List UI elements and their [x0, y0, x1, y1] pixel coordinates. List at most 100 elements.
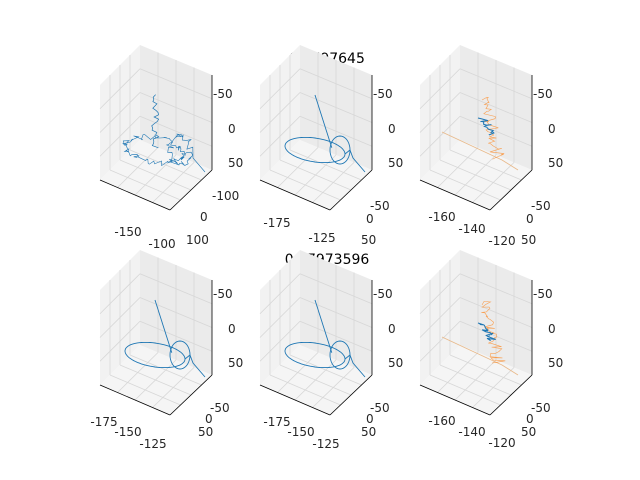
grid-line	[299, 297, 373, 328]
z-tick-label: 50	[548, 156, 563, 170]
x-tick-label: -125	[312, 437, 339, 451]
grid-line	[299, 68, 373, 100]
x-axis-line	[99, 384, 171, 416]
grid-line	[289, 149, 362, 181]
grid-line	[129, 149, 202, 181]
z-tick-label: 0	[388, 322, 396, 336]
x-axis-line	[259, 384, 331, 416]
z-tick-label: -50	[373, 87, 393, 101]
grid-line	[152, 162, 195, 203]
y-tick-label: -50	[531, 401, 551, 415]
x-tick-label: -150	[114, 425, 141, 439]
x-axis-line	[419, 384, 491, 416]
grid-line	[459, 68, 533, 100]
grid-line	[459, 273, 533, 305]
trace-line	[154, 299, 173, 353]
grid-line	[419, 273, 461, 315]
trace-line	[481, 301, 506, 364]
trace-line	[314, 94, 333, 148]
grid-line	[459, 297, 533, 328]
y-axis-line	[169, 374, 213, 416]
grid-line	[454, 359, 497, 401]
x-axis-line	[259, 179, 331, 211]
x-tick-label: -150	[287, 425, 314, 439]
grid-line	[419, 68, 461, 110]
y-axis-line	[329, 374, 373, 416]
y-tick-label: -50	[531, 199, 551, 213]
x-tick-label: -160	[428, 414, 455, 428]
z-tick-label: 0	[228, 122, 236, 136]
z-tick-label: 0	[228, 322, 236, 336]
z-tick-label: 50	[388, 156, 403, 170]
grid-line	[139, 92, 213, 123]
y-tick-label: -50	[210, 401, 230, 415]
y-tick-label: 0	[366, 212, 374, 226]
x-tick-label: -160	[428, 210, 455, 224]
y-tick-label: 0	[205, 412, 213, 426]
grid-line	[472, 162, 515, 203]
trace-line	[477, 322, 496, 342]
x-tick-label: -120	[488, 234, 515, 248]
grid-line	[299, 273, 373, 305]
trace-line	[314, 299, 333, 353]
y-tick-label: 0	[526, 212, 534, 226]
x-tick-label: -175	[90, 415, 117, 429]
z-tick-label: 50	[548, 356, 563, 370]
y-axis-line	[489, 169, 533, 211]
x-tick-label: -125	[139, 437, 166, 451]
y-tick-label: 0	[526, 412, 534, 426]
grid-line	[139, 297, 213, 328]
grid-line	[259, 68, 301, 110]
z-tick-label: -50	[533, 87, 553, 101]
x-tick-label: -100	[148, 237, 175, 251]
z-tick-label: -50	[213, 287, 233, 301]
trace-line	[481, 97, 505, 160]
y-tick-label: 50	[521, 233, 536, 247]
trace-line	[284, 135, 366, 173]
grid-line	[289, 354, 362, 386]
grid-line	[99, 68, 141, 110]
x-tick-label: -140	[458, 222, 485, 236]
y-tick-label: 0	[366, 412, 374, 426]
y-tick-label: 100	[186, 233, 209, 247]
z-tick-label: 0	[548, 122, 556, 136]
trace-line	[441, 336, 519, 376]
trace-line	[441, 131, 519, 171]
y-axis-line	[169, 169, 213, 211]
grid-line	[152, 367, 195, 408]
grid-line	[139, 273, 213, 305]
grid-line	[129, 354, 202, 386]
axes-panel-row1-col1: -150 -100 -100 0 100 -50 0 50	[99, 45, 243, 251]
grid-line	[454, 154, 497, 196]
x-tick-label: -175	[263, 216, 290, 230]
x-tick-label: -150	[114, 225, 141, 239]
grid-line	[312, 367, 355, 408]
y-tick-label: 50	[361, 233, 376, 247]
z-tick-label: 0	[388, 122, 396, 136]
y-tick-label: 50	[361, 425, 376, 439]
trace-line	[477, 117, 495, 136]
x-axis-line	[419, 179, 491, 211]
x-tick-label: -140	[458, 425, 485, 439]
grid-line	[449, 354, 522, 386]
x-tick-label: -175	[263, 415, 290, 429]
y-tick-label: 0	[200, 210, 208, 224]
trace-line	[124, 340, 206, 378]
y-tick-label: 50	[198, 425, 213, 439]
grid-line	[294, 154, 337, 196]
trace-line	[284, 340, 366, 378]
z-tick-label: -50	[533, 287, 553, 301]
grid-line	[472, 367, 515, 408]
z-tick-label: 50	[228, 156, 243, 170]
y-tick-label: -50	[370, 401, 390, 415]
trace-line	[151, 94, 160, 149]
grid-line	[294, 359, 337, 401]
z-tick-label: -50	[373, 287, 393, 301]
grid-line	[299, 92, 373, 123]
grid-line	[312, 162, 355, 203]
